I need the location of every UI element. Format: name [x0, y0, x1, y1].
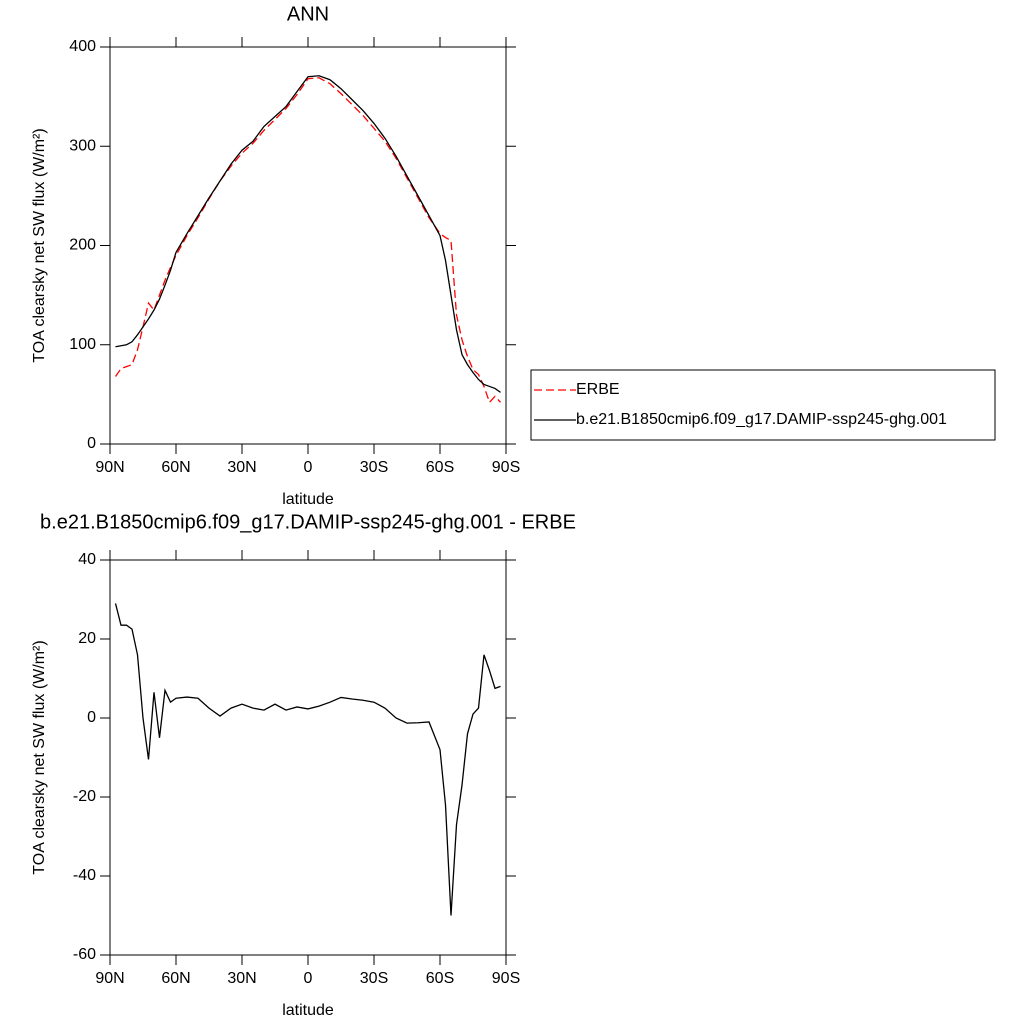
x-axis-label: latitude — [282, 1002, 334, 1019]
y-tick-label: -60 — [73, 946, 96, 963]
plot-frame — [109, 46, 507, 445]
x-tick-label: 90S — [492, 459, 520, 476]
y-axis-label: TOA clearsky net SW flux (W/m²) — [31, 128, 48, 362]
y-tick-label: 0 — [87, 709, 96, 726]
x-tick-label: 90N — [95, 970, 124, 987]
x-tick-label: 30N — [227, 970, 256, 987]
y-tick-label: -40 — [73, 867, 96, 884]
y-tick-label: 300 — [69, 137, 96, 154]
x-tick-label: 60S — [426, 970, 454, 987]
chart-title: ANN — [287, 3, 329, 25]
data-line — [114, 603, 501, 916]
x-tick-label: 90N — [95, 459, 124, 476]
x-tick-label: 90S — [492, 970, 520, 987]
y-tick-label: 0 — [87, 435, 96, 452]
data-line — [115, 75, 501, 393]
x-tick-label: 30S — [360, 459, 388, 476]
y-tick-label: 400 — [69, 38, 96, 55]
x-tick-label: 60S — [426, 459, 454, 476]
y-tick-label: 40 — [78, 551, 96, 568]
x-tick-label: 60N — [161, 459, 190, 476]
legend-box — [530, 369, 996, 441]
legend-label: b.e21.B1850cmip6.f09_g17.DAMIP-ssp245-gh… — [576, 411, 947, 428]
data-line — [114, 77, 501, 404]
y-tick-label: 20 — [78, 630, 96, 647]
x-tick-label: 30N — [227, 459, 256, 476]
x-tick-label: 0 — [304, 970, 313, 987]
y-tick-label: -20 — [73, 788, 96, 805]
x-axis-label: latitude — [282, 491, 334, 508]
plot-frame — [109, 559, 507, 956]
x-tick-label: 0 — [304, 459, 313, 476]
y-tick-label: 200 — [69, 237, 96, 254]
x-tick-label: 60N — [161, 970, 190, 987]
y-tick-label: 100 — [69, 336, 96, 353]
y-axis-label: TOA clearsky net SW flux (W/m²) — [31, 640, 48, 874]
legend-label: ERBE — [576, 381, 620, 398]
x-tick-label: 30S — [360, 970, 388, 987]
chart-title: b.e21.B1850cmip6.f09_g17.DAMIP-ssp245-gh… — [40, 511, 576, 533]
